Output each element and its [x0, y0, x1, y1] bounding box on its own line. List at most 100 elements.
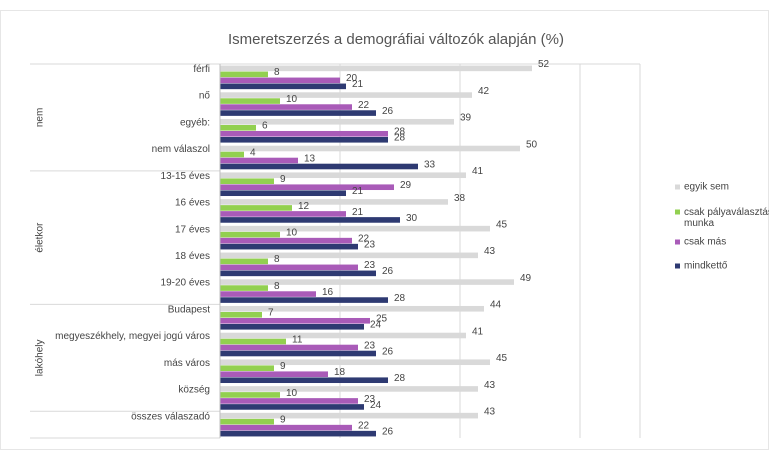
bar	[220, 350, 376, 357]
data-label: 24	[370, 320, 382, 331]
bar	[220, 151, 244, 158]
data-label: 41	[472, 326, 484, 337]
bar	[220, 172, 466, 179]
bar	[220, 305, 484, 312]
bar	[220, 92, 472, 98]
data-label: 33	[424, 159, 436, 170]
data-label: 38	[454, 193, 466, 204]
data-label: 42	[478, 86, 490, 97]
bar	[220, 371, 328, 378]
bar	[220, 297, 388, 303]
category-label: 17 éves	[175, 224, 210, 235]
bar	[220, 338, 286, 345]
category-label: Budapest	[168, 304, 210, 315]
category-label: férfi	[193, 64, 210, 75]
group-label: életkor	[35, 222, 46, 253]
bar	[220, 243, 358, 250]
data-label: 23	[364, 239, 376, 250]
bar	[220, 199, 448, 205]
legend-label: csak pályaválasztási munka	[684, 207, 769, 229]
bar	[220, 270, 376, 277]
bar	[220, 279, 514, 285]
legend-swatch	[675, 184, 680, 190]
bar	[220, 258, 268, 265]
category-label: 19-20 éves	[161, 278, 210, 289]
data-label: 13	[304, 153, 316, 164]
bar	[220, 264, 358, 271]
data-label: 39	[460, 113, 472, 124]
data-label: 10	[286, 388, 298, 399]
data-label: 22	[358, 233, 370, 244]
data-label: 24	[370, 400, 382, 411]
legend-label: mindkettő	[684, 261, 728, 272]
data-label: 30	[406, 213, 418, 224]
bar	[220, 412, 478, 419]
bar	[220, 217, 400, 223]
data-label: 28	[394, 127, 406, 138]
data-label: 21	[352, 207, 364, 218]
bar	[220, 65, 532, 72]
data-label: 49	[520, 273, 532, 284]
bar	[220, 77, 340, 84]
bar	[220, 130, 388, 137]
data-label: 43	[484, 380, 496, 391]
category-label: más város	[164, 358, 210, 369]
group-label: lakóhely	[35, 340, 46, 377]
bar	[220, 344, 358, 351]
data-label: 7	[268, 308, 274, 319]
data-label: 4	[250, 147, 256, 158]
category-label: összes válaszadó	[131, 411, 210, 422]
group-label: nem	[35, 108, 46, 127]
data-label: 8	[274, 67, 280, 78]
data-label: 23	[364, 260, 376, 271]
data-label: 8	[274, 254, 280, 265]
data-label: 41	[472, 166, 484, 177]
data-label: 11	[292, 334, 303, 345]
legend-label-line: csak pályaválasztási	[684, 207, 769, 218]
data-label: 45	[496, 353, 508, 364]
bar	[220, 145, 520, 152]
legend-label: csak más	[684, 237, 726, 248]
bar	[220, 231, 280, 238]
data-label: 20	[346, 73, 358, 84]
bar	[220, 252, 478, 259]
bar	[220, 190, 346, 197]
legend-swatch	[675, 263, 680, 269]
bar	[220, 211, 346, 217]
data-label: 10	[286, 227, 298, 238]
category-label: egyéb:	[180, 117, 210, 128]
bar	[220, 178, 274, 185]
data-label: 26	[382, 346, 394, 357]
data-label: 22	[358, 420, 370, 431]
data-label: 9	[280, 361, 286, 372]
data-label: 26	[382, 266, 394, 277]
data-label: 44	[490, 300, 502, 311]
bar	[220, 157, 298, 164]
bar	[220, 404, 364, 410]
bar	[220, 118, 454, 125]
data-label: 26	[382, 106, 394, 117]
bar	[220, 424, 352, 431]
bar	[220, 98, 280, 104]
data-label: 23	[364, 394, 376, 405]
bar	[220, 332, 466, 339]
data-label: 43	[484, 406, 496, 417]
data-label: 6	[262, 121, 268, 132]
bar	[220, 377, 388, 384]
data-label: 10	[286, 94, 298, 105]
data-label: 45	[496, 219, 508, 230]
data-label: 21	[352, 186, 364, 197]
bar	[220, 392, 280, 398]
category-label: megyeszékhely, megyei jogú város	[55, 331, 210, 342]
category-label: 13-15 éves	[161, 171, 210, 182]
data-label: 43	[484, 246, 496, 257]
data-label: 9	[280, 174, 286, 185]
data-label: 23	[364, 340, 376, 351]
data-label: 28	[394, 373, 406, 384]
category-label: község	[178, 385, 210, 396]
bar	[220, 237, 352, 244]
bar	[220, 323, 364, 330]
data-label: 25	[376, 314, 388, 325]
